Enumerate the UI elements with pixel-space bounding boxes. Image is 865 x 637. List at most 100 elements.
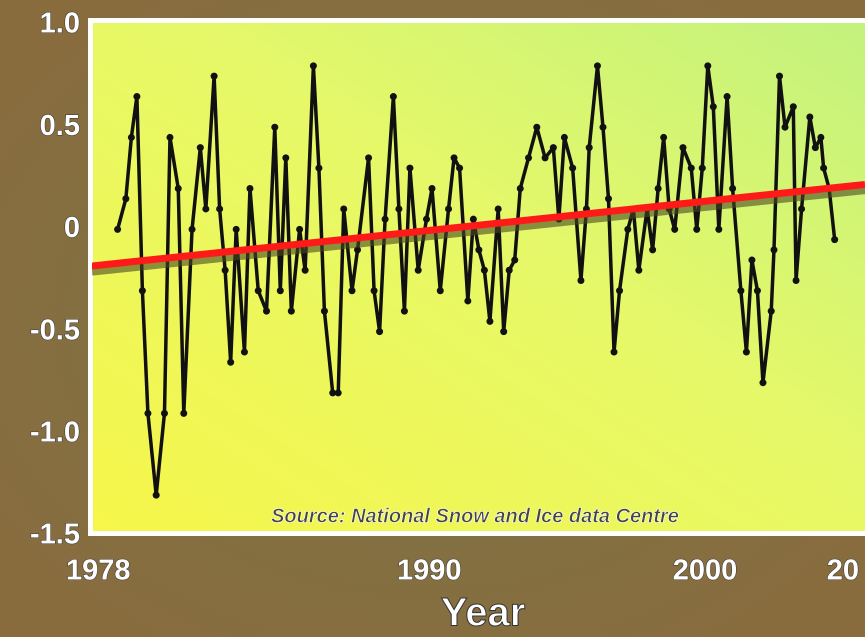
data-point (340, 205, 348, 213)
data-point (525, 154, 533, 162)
data-point (831, 236, 839, 244)
data-point (263, 307, 271, 315)
data-point (414, 266, 422, 274)
data-point (729, 185, 737, 193)
data-point (456, 164, 464, 172)
data-point (240, 348, 248, 356)
data-point (428, 185, 436, 193)
data-point (759, 379, 767, 387)
data-point (709, 103, 717, 111)
data-point (422, 215, 430, 223)
data-point (806, 113, 814, 121)
data-point (329, 389, 337, 397)
data-point (180, 409, 188, 417)
data-point (406, 164, 414, 172)
data-point (605, 195, 613, 203)
data-point (753, 287, 761, 295)
data-point (210, 72, 218, 80)
data-point (616, 287, 624, 295)
data-point (660, 133, 668, 141)
data-point (354, 246, 362, 254)
data-point (315, 164, 323, 172)
data-point (486, 317, 494, 325)
data-point (748, 256, 756, 264)
y-tick-label: -1.0 (30, 416, 80, 448)
data-point (196, 144, 204, 152)
data-point (715, 225, 723, 233)
data-point (395, 205, 403, 213)
data-point (276, 287, 284, 295)
data-point (309, 62, 317, 70)
data-point (679, 144, 687, 152)
data-point (301, 266, 309, 274)
data-point (436, 287, 444, 295)
data-point (776, 72, 784, 80)
data-point (144, 409, 152, 417)
data-point (585, 144, 593, 152)
data-point (654, 185, 662, 193)
data-point (704, 62, 712, 70)
data-point (320, 307, 328, 315)
data-point (381, 215, 389, 223)
data-point (445, 205, 453, 213)
data-point (152, 491, 160, 499)
data-point (781, 123, 789, 131)
data-point (516, 185, 524, 193)
data-point (820, 164, 828, 172)
data-point (389, 93, 397, 101)
data-point (610, 348, 618, 356)
y-tick-label: -0.5 (30, 314, 80, 346)
data-point (511, 256, 519, 264)
data-point (370, 287, 378, 295)
data-point (593, 62, 601, 70)
data-point (624, 225, 632, 233)
trend-shadow (92, 187, 865, 276)
data-point (287, 307, 295, 315)
data-point (494, 205, 502, 213)
data-point (376, 328, 384, 336)
data-point (649, 246, 657, 254)
data-point (227, 358, 235, 366)
data-point (469, 215, 477, 223)
data-point (723, 93, 731, 101)
y-tick-label: 0 (64, 212, 80, 244)
x-tick-label: 1990 (397, 555, 462, 587)
data-point (635, 266, 643, 274)
data-point (811, 144, 819, 152)
data-point (271, 123, 279, 131)
data-point (400, 307, 408, 315)
data-point (789, 103, 797, 111)
data-point (687, 164, 695, 172)
data-point (246, 185, 254, 193)
y-tick-label: -1.5 (30, 519, 80, 551)
data-point (232, 225, 240, 233)
data-point (475, 246, 483, 254)
y-tick-label: 0.5 (40, 110, 80, 142)
data-point (282, 154, 290, 162)
data-point (569, 164, 577, 172)
y-tick-label: 1.0 (40, 8, 80, 40)
data-point (737, 287, 745, 295)
data-point (133, 93, 141, 101)
data-point (500, 328, 508, 336)
data-point (127, 133, 135, 141)
data-point (599, 123, 607, 131)
data-point (817, 133, 825, 141)
data-point (505, 266, 513, 274)
source-note: Source: National Snow and Ice data Centr… (271, 505, 679, 527)
data-point (160, 409, 168, 417)
x-tick-label: 20 (827, 555, 859, 587)
data-point (122, 195, 130, 203)
data-point (221, 266, 229, 274)
x-tick-label: 1978 (66, 555, 131, 587)
x-axis-label: Year (441, 591, 526, 635)
plot-area (93, 23, 865, 531)
data-point (166, 133, 174, 141)
data-point (767, 307, 775, 315)
data-point (138, 287, 146, 295)
data-point (254, 287, 262, 295)
data-point (480, 266, 488, 274)
data-point (533, 123, 541, 131)
data-point (464, 297, 472, 305)
